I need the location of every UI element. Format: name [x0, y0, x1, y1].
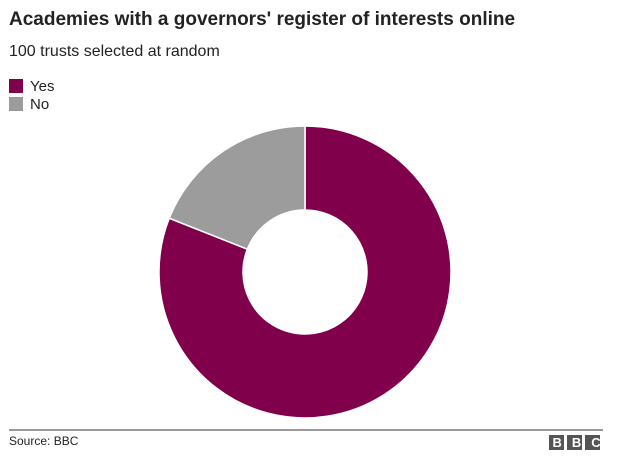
- chart-subtitle: 100 trusts selected at random: [9, 43, 220, 60]
- chart-title: Academies with a governors' register of …: [9, 9, 515, 30]
- legend-label: No: [30, 96, 49, 113]
- legend-swatch: [9, 79, 23, 93]
- legend-label: Yes: [30, 78, 54, 95]
- logo-text: BBC: [553, 435, 611, 450]
- donut-slice: [158, 125, 452, 419]
- donut-slice: [168, 125, 306, 251]
- logo: BBC: [549, 435, 611, 450]
- legend-swatch: [9, 97, 23, 111]
- source: Source: BBC: [9, 434, 79, 448]
